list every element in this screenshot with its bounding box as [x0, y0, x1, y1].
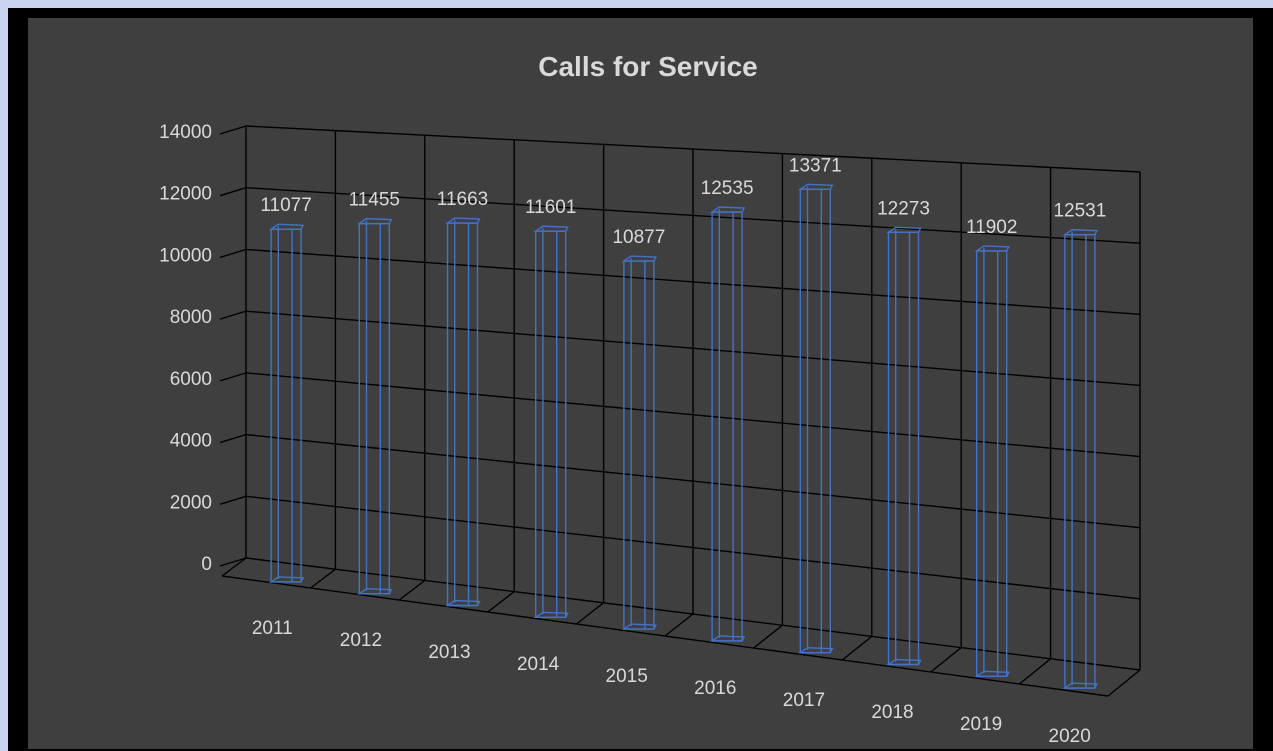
y-tick-label: 12000: [159, 184, 212, 205]
y-axis-tick-mark: [219, 433, 247, 444]
bar-chart-3d: Calls for Service 0 2000 4000 6000 8000 10000…: [159, 51, 1141, 747]
bar-top-face: [886, 226, 922, 233]
bar-2020: [1062, 228, 1099, 689]
y-tick-label: 14000: [159, 122, 212, 143]
y-axis-tick-mark: [219, 310, 247, 320]
data-label: 11601: [525, 197, 576, 218]
bar-top-face: [1062, 228, 1099, 236]
floor-divider: [487, 591, 515, 613]
bar-bottom-face: [709, 635, 746, 642]
floor-divider: [1107, 669, 1141, 697]
y-tick-label: 6000: [170, 369, 212, 390]
bar-top-face: [533, 225, 569, 232]
data-label: 11902: [966, 217, 1017, 238]
bar-top-face: [268, 223, 305, 230]
bar-front-face: [446, 222, 479, 607]
y-tick-label: 0: [201, 554, 212, 575]
bar-front-face: [270, 228, 302, 583]
bar-front-face: [711, 211, 743, 642]
x-tick-label: 2014: [517, 654, 560, 675]
floor-divider: [221, 557, 247, 577]
bars: [268, 183, 1099, 689]
data-label: 11663: [437, 189, 488, 210]
chart-title: Calls for Service: [538, 51, 757, 82]
x-tick-label: 2016: [694, 678, 736, 699]
data-label: 11077: [260, 195, 311, 216]
data-label: 11455: [349, 190, 400, 211]
gridlines: [219, 125, 1141, 697]
x-tick-label: 2017: [783, 690, 825, 711]
bar-top-face: [974, 245, 1010, 252]
data-labels: 11077 11455 11663 11601 10877 12535 13371 12273…: [260, 155, 1106, 248]
bar-top-face: [621, 255, 658, 262]
y-tick-label: 2000: [170, 492, 212, 513]
data-label: 13371: [789, 155, 842, 176]
bar-2011: [268, 223, 305, 583]
bar-front-face: [623, 260, 655, 630]
bar-front-face: [358, 222, 390, 595]
bar-2017: [798, 183, 834, 654]
x-tick-label: 2012: [340, 630, 382, 651]
bar-bottom-face: [357, 587, 393, 595]
y-axis-tick-mark: [219, 557, 247, 567]
floor-divider: [398, 579, 426, 601]
floor-divider: [310, 568, 336, 589]
bar-front-face: [1064, 233, 1096, 689]
y-axis-tick-mark: [219, 495, 247, 505]
floor-front-edge: [221, 575, 1109, 697]
bar-front-face: [976, 250, 1008, 678]
bar-2015: [621, 255, 658, 630]
x-tick-label: 2011: [252, 618, 293, 639]
bar-top-face: [798, 183, 834, 190]
bar-bottom-face: [268, 576, 305, 583]
x-axis-tick-labels: 2011 2012 2013 2014 2015 2016 2017 2018 2019 2020: [252, 618, 1091, 747]
data-label: 10877: [612, 227, 665, 248]
x-tick-label: 2020: [1049, 726, 1091, 747]
floor-divider: [1018, 658, 1052, 685]
y-axis-tick-mark: [219, 248, 247, 259]
y-axis-tick-mark: [219, 187, 247, 197]
bar-bottom-face: [445, 599, 481, 607]
bar-2013: [445, 217, 481, 607]
y-axis-tick-mark: [219, 125, 247, 135]
bar-bottom-face: [974, 670, 1010, 677]
y-tick-label: 4000: [170, 431, 212, 452]
floor-divider: [664, 613, 694, 637]
floor-divider: [575, 602, 605, 625]
x-tick-label: 2018: [871, 702, 913, 723]
y-axis-tick-labels: 0 2000 4000 6000 8000 10000 12000 14000: [159, 122, 212, 575]
bar-bottom-face: [1062, 682, 1099, 689]
bar-bottom-face: [798, 646, 834, 654]
bar-front-face: [535, 230, 567, 619]
bar-2019: [974, 245, 1010, 678]
data-label: 12531: [1053, 201, 1106, 222]
x-tick-label: 2019: [960, 714, 1002, 735]
floor-divider: [930, 647, 962, 673]
data-label: 12273: [877, 198, 930, 219]
x-tick-label: 2015: [606, 666, 648, 687]
bar-2016: [709, 206, 746, 642]
bar-top-face: [445, 217, 481, 224]
floor-divider: [753, 624, 783, 649]
bar-2012: [357, 217, 393, 595]
y-tick-label: 10000: [159, 245, 212, 266]
chart-area: Calls for Service 0 2000 4000 6000 8000 10000…: [28, 18, 1253, 749]
y-axis-tick-mark: [219, 372, 247, 382]
bar-top-face: [709, 206, 746, 213]
bar-top-face: [357, 217, 393, 225]
y-tick-label: 8000: [170, 307, 212, 328]
bar-front-face: [799, 188, 831, 654]
chart-frame: Calls for Service 0 2000 4000 6000 8000 10000…: [8, 8, 1273, 751]
floor-divider: [841, 635, 873, 661]
bar-bottom-face: [621, 623, 658, 630]
bar-2014: [533, 225, 569, 619]
bar-2018: [886, 226, 922, 666]
x-tick-label: 2013: [428, 642, 470, 663]
bar-bottom-face: [533, 611, 569, 618]
data-label: 12535: [701, 178, 754, 199]
bar-bottom-face: [886, 658, 922, 666]
